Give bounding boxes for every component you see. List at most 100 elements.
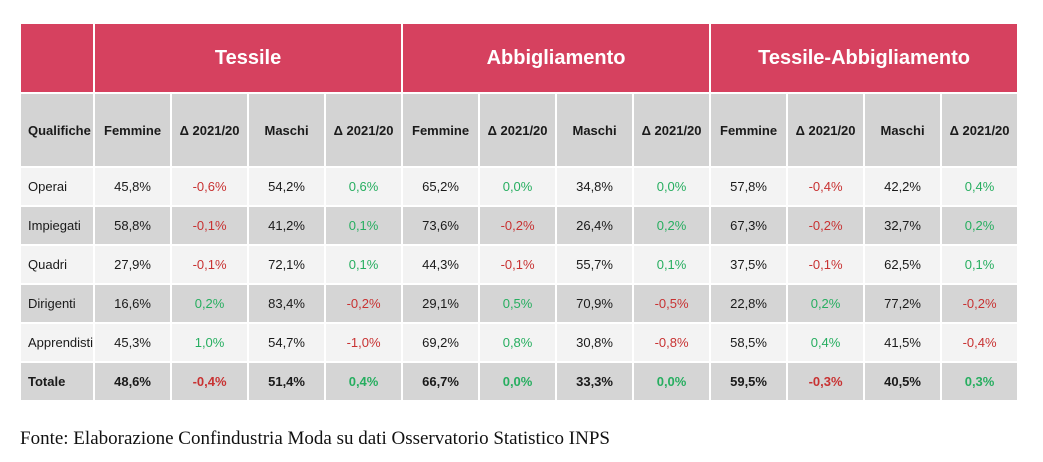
delta-cell: -0,2% (326, 285, 402, 322)
delta-cell: 0,4% (788, 324, 864, 361)
delta-cell: 0,1% (326, 246, 402, 283)
column-header-delta-femmine-tessile: Δ 2021/20 (172, 94, 248, 166)
column-header-delta-femmine-abbigliamento: Δ 2021/20 (480, 94, 556, 166)
column-header-maschi-tessile-abbigliamento: Maschi (865, 94, 941, 166)
value-cell: 41,5% (865, 324, 941, 361)
delta-cell: -1,0% (326, 324, 402, 361)
value-cell: 41,2% (249, 207, 325, 244)
column-header-femmine-tessile-abbigliamento: Femmine (711, 94, 787, 166)
value-cell: 33,3% (557, 363, 633, 400)
value-cell: 45,3% (95, 324, 171, 361)
table-row-dirigenti: Dirigenti 16,6% 0,2% 83,4% -0,2% 29,1% 0… (21, 285, 1018, 322)
delta-cell: -0,4% (942, 324, 1018, 361)
delta-cell: 0,0% (480, 168, 556, 205)
delta-cell: -0,3% (788, 363, 864, 400)
value-cell: 27,9% (95, 246, 171, 283)
row-label: Apprendisti (21, 324, 94, 361)
delta-cell: -0,4% (788, 168, 864, 205)
value-cell: 44,3% (403, 246, 479, 283)
group-header-tessile-abbigliamento: Tessile-Abbigliamento (711, 24, 1018, 92)
delta-cell: 0,2% (172, 285, 248, 322)
value-cell: 51,4% (249, 363, 325, 400)
table-row-apprendisti: Apprendisti 45,3% 1,0% 54,7% -1,0% 69,2%… (21, 324, 1018, 361)
delta-cell: 0,4% (326, 363, 402, 400)
delta-cell: 0,5% (480, 285, 556, 322)
delta-cell: 0,0% (634, 168, 710, 205)
delta-cell: -0,2% (480, 207, 556, 244)
value-cell: 58,8% (95, 207, 171, 244)
value-cell: 45,8% (95, 168, 171, 205)
delta-cell: -0,1% (480, 246, 556, 283)
value-cell: 66,7% (403, 363, 479, 400)
column-header-delta-maschi-tessile-abbigliamento: Δ 2021/20 (942, 94, 1018, 166)
delta-cell: 0,1% (634, 246, 710, 283)
group-header-abbigliamento: Abbigliamento (403, 24, 710, 92)
delta-cell: 0,8% (480, 324, 556, 361)
value-cell: 32,7% (865, 207, 941, 244)
value-cell: 72,1% (249, 246, 325, 283)
corner-cell (21, 24, 94, 92)
delta-cell: 0,1% (942, 246, 1018, 283)
delta-cell: -0,8% (634, 324, 710, 361)
delta-cell: 0,0% (480, 363, 556, 400)
value-cell: 70,9% (557, 285, 633, 322)
row-label: Operai (21, 168, 94, 205)
group-header-row: Tessile Abbigliamento Tessile-Abbigliame… (21, 24, 1018, 92)
value-cell: 37,5% (711, 246, 787, 283)
delta-cell: -0,6% (172, 168, 248, 205)
row-label: Impiegati (21, 207, 94, 244)
delta-cell: -0,2% (942, 285, 1018, 322)
value-cell: 83,4% (249, 285, 325, 322)
delta-cell: 0,0% (634, 363, 710, 400)
delta-cell: 0,4% (942, 168, 1018, 205)
table-row-impiegati: Impiegati 58,8% -0,1% 41,2% 0,1% 73,6% -… (21, 207, 1018, 244)
value-cell: 48,6% (95, 363, 171, 400)
delta-cell: -0,5% (634, 285, 710, 322)
value-cell: 69,2% (403, 324, 479, 361)
value-cell: 55,7% (557, 246, 633, 283)
value-cell: 77,2% (865, 285, 941, 322)
delta-cell: 0,6% (326, 168, 402, 205)
column-header-femmine-abbigliamento: Femmine (403, 94, 479, 166)
row-label: Totale (21, 363, 94, 400)
value-cell: 42,2% (865, 168, 941, 205)
value-cell: 58,5% (711, 324, 787, 361)
value-cell: 73,6% (403, 207, 479, 244)
column-header-delta-maschi-tessile: Δ 2021/20 (326, 94, 402, 166)
delta-cell: -0,2% (788, 207, 864, 244)
column-header-qualifiche: Qualifiche (21, 94, 94, 166)
column-header-maschi-tessile: Maschi (249, 94, 325, 166)
column-header-delta-maschi-abbigliamento: Δ 2021/20 (634, 94, 710, 166)
delta-cell: 0,1% (326, 207, 402, 244)
value-cell: 16,6% (95, 285, 171, 322)
column-header-femmine-tessile: Femmine (95, 94, 171, 166)
column-header-row: Qualifiche Femmine Δ 2021/20 Maschi Δ 20… (21, 94, 1018, 166)
value-cell: 30,8% (557, 324, 633, 361)
column-header-delta-femmine-tessile-abbigliamento: Δ 2021/20 (788, 94, 864, 166)
value-cell: 59,5% (711, 363, 787, 400)
delta-cell: 0,2% (634, 207, 710, 244)
value-cell: 29,1% (403, 285, 479, 322)
qualifiche-gender-table: Tessile Abbigliamento Tessile-Abbigliame… (19, 22, 1019, 402)
value-cell: 54,2% (249, 168, 325, 205)
value-cell: 34,8% (557, 168, 633, 205)
value-cell: 57,8% (711, 168, 787, 205)
delta-cell: -0,4% (172, 363, 248, 400)
group-header-tessile: Tessile (95, 24, 402, 92)
delta-cell: -0,1% (788, 246, 864, 283)
value-cell: 54,7% (249, 324, 325, 361)
delta-cell: -0,1% (172, 246, 248, 283)
value-cell: 22,8% (711, 285, 787, 322)
table-row-operai: Operai 45,8% -0,6% 54,2% 0,6% 65,2% 0,0%… (21, 168, 1018, 205)
value-cell: 62,5% (865, 246, 941, 283)
table-row-totale: Totale 48,6% -0,4% 51,4% 0,4% 66,7% 0,0%… (21, 363, 1018, 400)
row-label: Quadri (21, 246, 94, 283)
delta-cell: 0,2% (788, 285, 864, 322)
source-note: Fonte: Elaborazione Confindustria Moda s… (20, 428, 610, 449)
delta-cell: 0,3% (942, 363, 1018, 400)
table-row-quadri: Quadri 27,9% -0,1% 72,1% 0,1% 44,3% -0,1… (21, 246, 1018, 283)
value-cell: 67,3% (711, 207, 787, 244)
delta-cell: 0,2% (942, 207, 1018, 244)
delta-cell: -0,1% (172, 207, 248, 244)
